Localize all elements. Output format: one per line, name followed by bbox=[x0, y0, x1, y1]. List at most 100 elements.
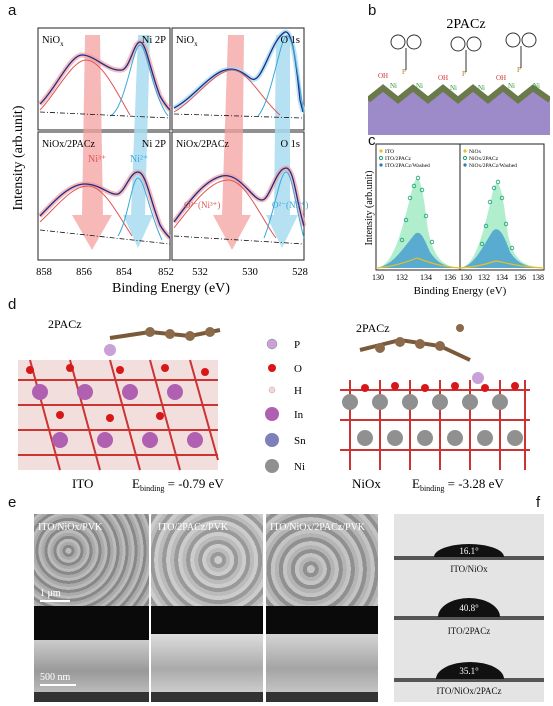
sem-scale-bottom: 500 nm bbox=[40, 672, 71, 683]
sem-title-1: ITO/NiOx/PVK bbox=[38, 522, 103, 533]
contact-angle-panel: 16.1° ITO/NiOx 40.8° ITO/2PACz 35.1° ITO… bbox=[394, 514, 544, 702]
svg-text:NiOx: NiOx bbox=[469, 149, 481, 155]
p-curve-ito bbox=[375, 257, 461, 269]
sem-title-2: ITO/2PACz/PVK bbox=[158, 522, 229, 533]
dft-nio-name: NiOx bbox=[352, 476, 381, 491]
contact-label-3: ITO/NiOx/2PACz bbox=[436, 686, 502, 696]
xps-tick-858: 858 bbox=[36, 267, 52, 278]
xps-ni-bottom-curves bbox=[38, 169, 172, 245]
xps-sample-label-3: NiOx/2PACz bbox=[176, 139, 230, 150]
xps-tick-530: 530 bbox=[242, 267, 258, 278]
svg-text:ITO/2PACz/Washed: ITO/2PACz/Washed bbox=[385, 163, 430, 169]
xps-arrow-o-ni2 bbox=[266, 35, 298, 248]
sem-image-3 bbox=[266, 514, 378, 702]
p-xps-figure: Intensity (arb.unit) ITO ITO/2PACz ITO/2… bbox=[364, 143, 545, 297]
svg-text:ITO: ITO bbox=[385, 149, 394, 155]
p-tick-l-130: 130 bbox=[372, 273, 384, 282]
dft-ito-name: ITO bbox=[72, 476, 93, 491]
panel-label-a: a bbox=[8, 2, 17, 19]
panel-label-f: f bbox=[536, 494, 541, 511]
xps-ni3-label: Ni³⁺ bbox=[88, 154, 106, 165]
p-xps-xlabel: Binding Energy (eV) bbox=[414, 285, 507, 297]
panel-label-d: d bbox=[8, 296, 17, 313]
xps-core-label-0: Ni 2P bbox=[142, 35, 166, 46]
xps-frame-ni-bottom bbox=[37, 131, 171, 261]
svg-text:OH: OH bbox=[438, 74, 448, 82]
xps-arrow-o-ni3 bbox=[213, 35, 251, 250]
p-fill-nio-2pacz bbox=[460, 183, 544, 268]
p-fill-nio-washed bbox=[460, 229, 544, 268]
svg-text:H: H bbox=[294, 385, 302, 397]
p-tick-r-130: 130 bbox=[460, 273, 472, 282]
xps-tick-856: 856 bbox=[76, 267, 92, 278]
droplet-1 bbox=[434, 544, 504, 557]
dft-figure: 2PACz 2PACz P O H In Sn Ni bbox=[18, 317, 530, 493]
p-tick-r-132: 132 bbox=[478, 273, 490, 282]
xps-core-label-1: O 1s bbox=[280, 35, 300, 46]
svg-text:P: P bbox=[402, 68, 406, 76]
panel-label-c: c bbox=[368, 132, 376, 149]
droplet-2 bbox=[438, 598, 500, 617]
xps-ni2-label: Ni²⁺ bbox=[130, 154, 148, 165]
p-fill-ito-washed bbox=[376, 232, 460, 268]
p-curve-nio bbox=[459, 260, 545, 269]
svg-text:P: P bbox=[294, 339, 300, 351]
p-tick-r-138: 138 bbox=[532, 273, 544, 282]
svg-text:In: In bbox=[294, 409, 304, 421]
xps-core-label-2: Ni 2P bbox=[142, 139, 166, 150]
contact-angle-3: 35.1° bbox=[459, 666, 479, 676]
dft-left-label: 2PACz bbox=[48, 317, 82, 331]
svg-text:OH: OH bbox=[496, 74, 506, 82]
svg-text:Ni: Ni bbox=[450, 84, 457, 92]
p-tick-l-132: 132 bbox=[396, 273, 408, 282]
contact-angle-1: 16.1° bbox=[459, 546, 479, 556]
p-xps-ylabel: Intensity (arb.unit) bbox=[364, 171, 375, 246]
p-tick-r-136: 136 bbox=[514, 273, 526, 282]
dft-nio-slab bbox=[340, 380, 530, 470]
contact-label-2: ITO/2PACz bbox=[447, 626, 491, 636]
dft-left-molecule bbox=[104, 327, 221, 356]
molecules bbox=[390, 32, 537, 72]
sem-image-1 bbox=[34, 514, 149, 702]
molecule-atoms: P P P OH OH OH Ni Ni Ni Ni Ni Ni bbox=[378, 66, 540, 92]
dft-ito-slab bbox=[18, 359, 219, 471]
2pacz-schematic: 2PACz P P P OH OH OH Ni Ni Ni Ni Ni Ni bbox=[368, 17, 550, 135]
svg-text:OH: OH bbox=[378, 72, 388, 80]
xps-o-ni2-label: O²⁻(Ni²⁺) bbox=[272, 200, 308, 210]
sem-image-2 bbox=[151, 514, 263, 702]
xps-sample-label-0: NiOx bbox=[42, 35, 64, 48]
panel-label-b: b bbox=[368, 2, 377, 19]
xps-xlabel: Binding Energy (eV) bbox=[112, 281, 230, 296]
svg-text:ITO/2PACz: ITO/2PACz bbox=[385, 156, 412, 162]
dft-atom-legend: P O H In Sn Ni bbox=[265, 338, 306, 473]
contact-label-1: ITO/NiOx bbox=[450, 564, 488, 574]
p-tick-r-134: 134 bbox=[496, 273, 508, 282]
contact-angle-2: 40.8° bbox=[459, 603, 479, 613]
xps-o-top-curves bbox=[172, 29, 306, 119]
p-legend-right: NiOx NiOx/2PACz NiOx/2PACz/Washed bbox=[462, 149, 517, 169]
xps-figure: Intensity (arb.unit) NiOx bbox=[11, 27, 308, 296]
svg-text:Ni: Ni bbox=[508, 82, 515, 90]
dft-ito-energy-label: Ebinding = -0.79 eV bbox=[132, 476, 224, 493]
schematic-title: 2PACz bbox=[446, 17, 485, 32]
xps-o-ni3-label: O²⁻(Ni³⁺) bbox=[184, 200, 220, 210]
xps-sample-label-2: NiOx/2PACz bbox=[42, 139, 96, 150]
xps-ni-top-curves bbox=[38, 39, 172, 119]
xps-tick-852: 852 bbox=[158, 267, 174, 278]
p-legend-left: ITO ITO/2PACz ITO/2PACz/Washed bbox=[378, 149, 430, 169]
svg-text:NiOx/2PACz: NiOx/2PACz bbox=[469, 156, 499, 162]
dft-right-label: 2PACz bbox=[356, 321, 390, 335]
dft-nio-energy-label: Ebinding = -3.28 eV bbox=[412, 476, 504, 493]
xps-tick-532: 532 bbox=[192, 267, 208, 278]
svg-text:Ni: Ni bbox=[533, 82, 540, 90]
sem-scale-bar-top bbox=[40, 600, 70, 602]
substrate-surface bbox=[368, 84, 550, 104]
xps-tick-528: 528 bbox=[292, 267, 308, 278]
dft-right-molecule bbox=[359, 324, 484, 384]
svg-text:P: P bbox=[462, 70, 466, 78]
xps-tick-854: 854 bbox=[116, 267, 133, 278]
substrate bbox=[368, 88, 550, 135]
xps-ylabel: Intensity (arb.unit) bbox=[11, 105, 26, 210]
xps-arrow-ni3 bbox=[72, 35, 112, 250]
svg-text:Sn: Sn bbox=[294, 435, 306, 447]
